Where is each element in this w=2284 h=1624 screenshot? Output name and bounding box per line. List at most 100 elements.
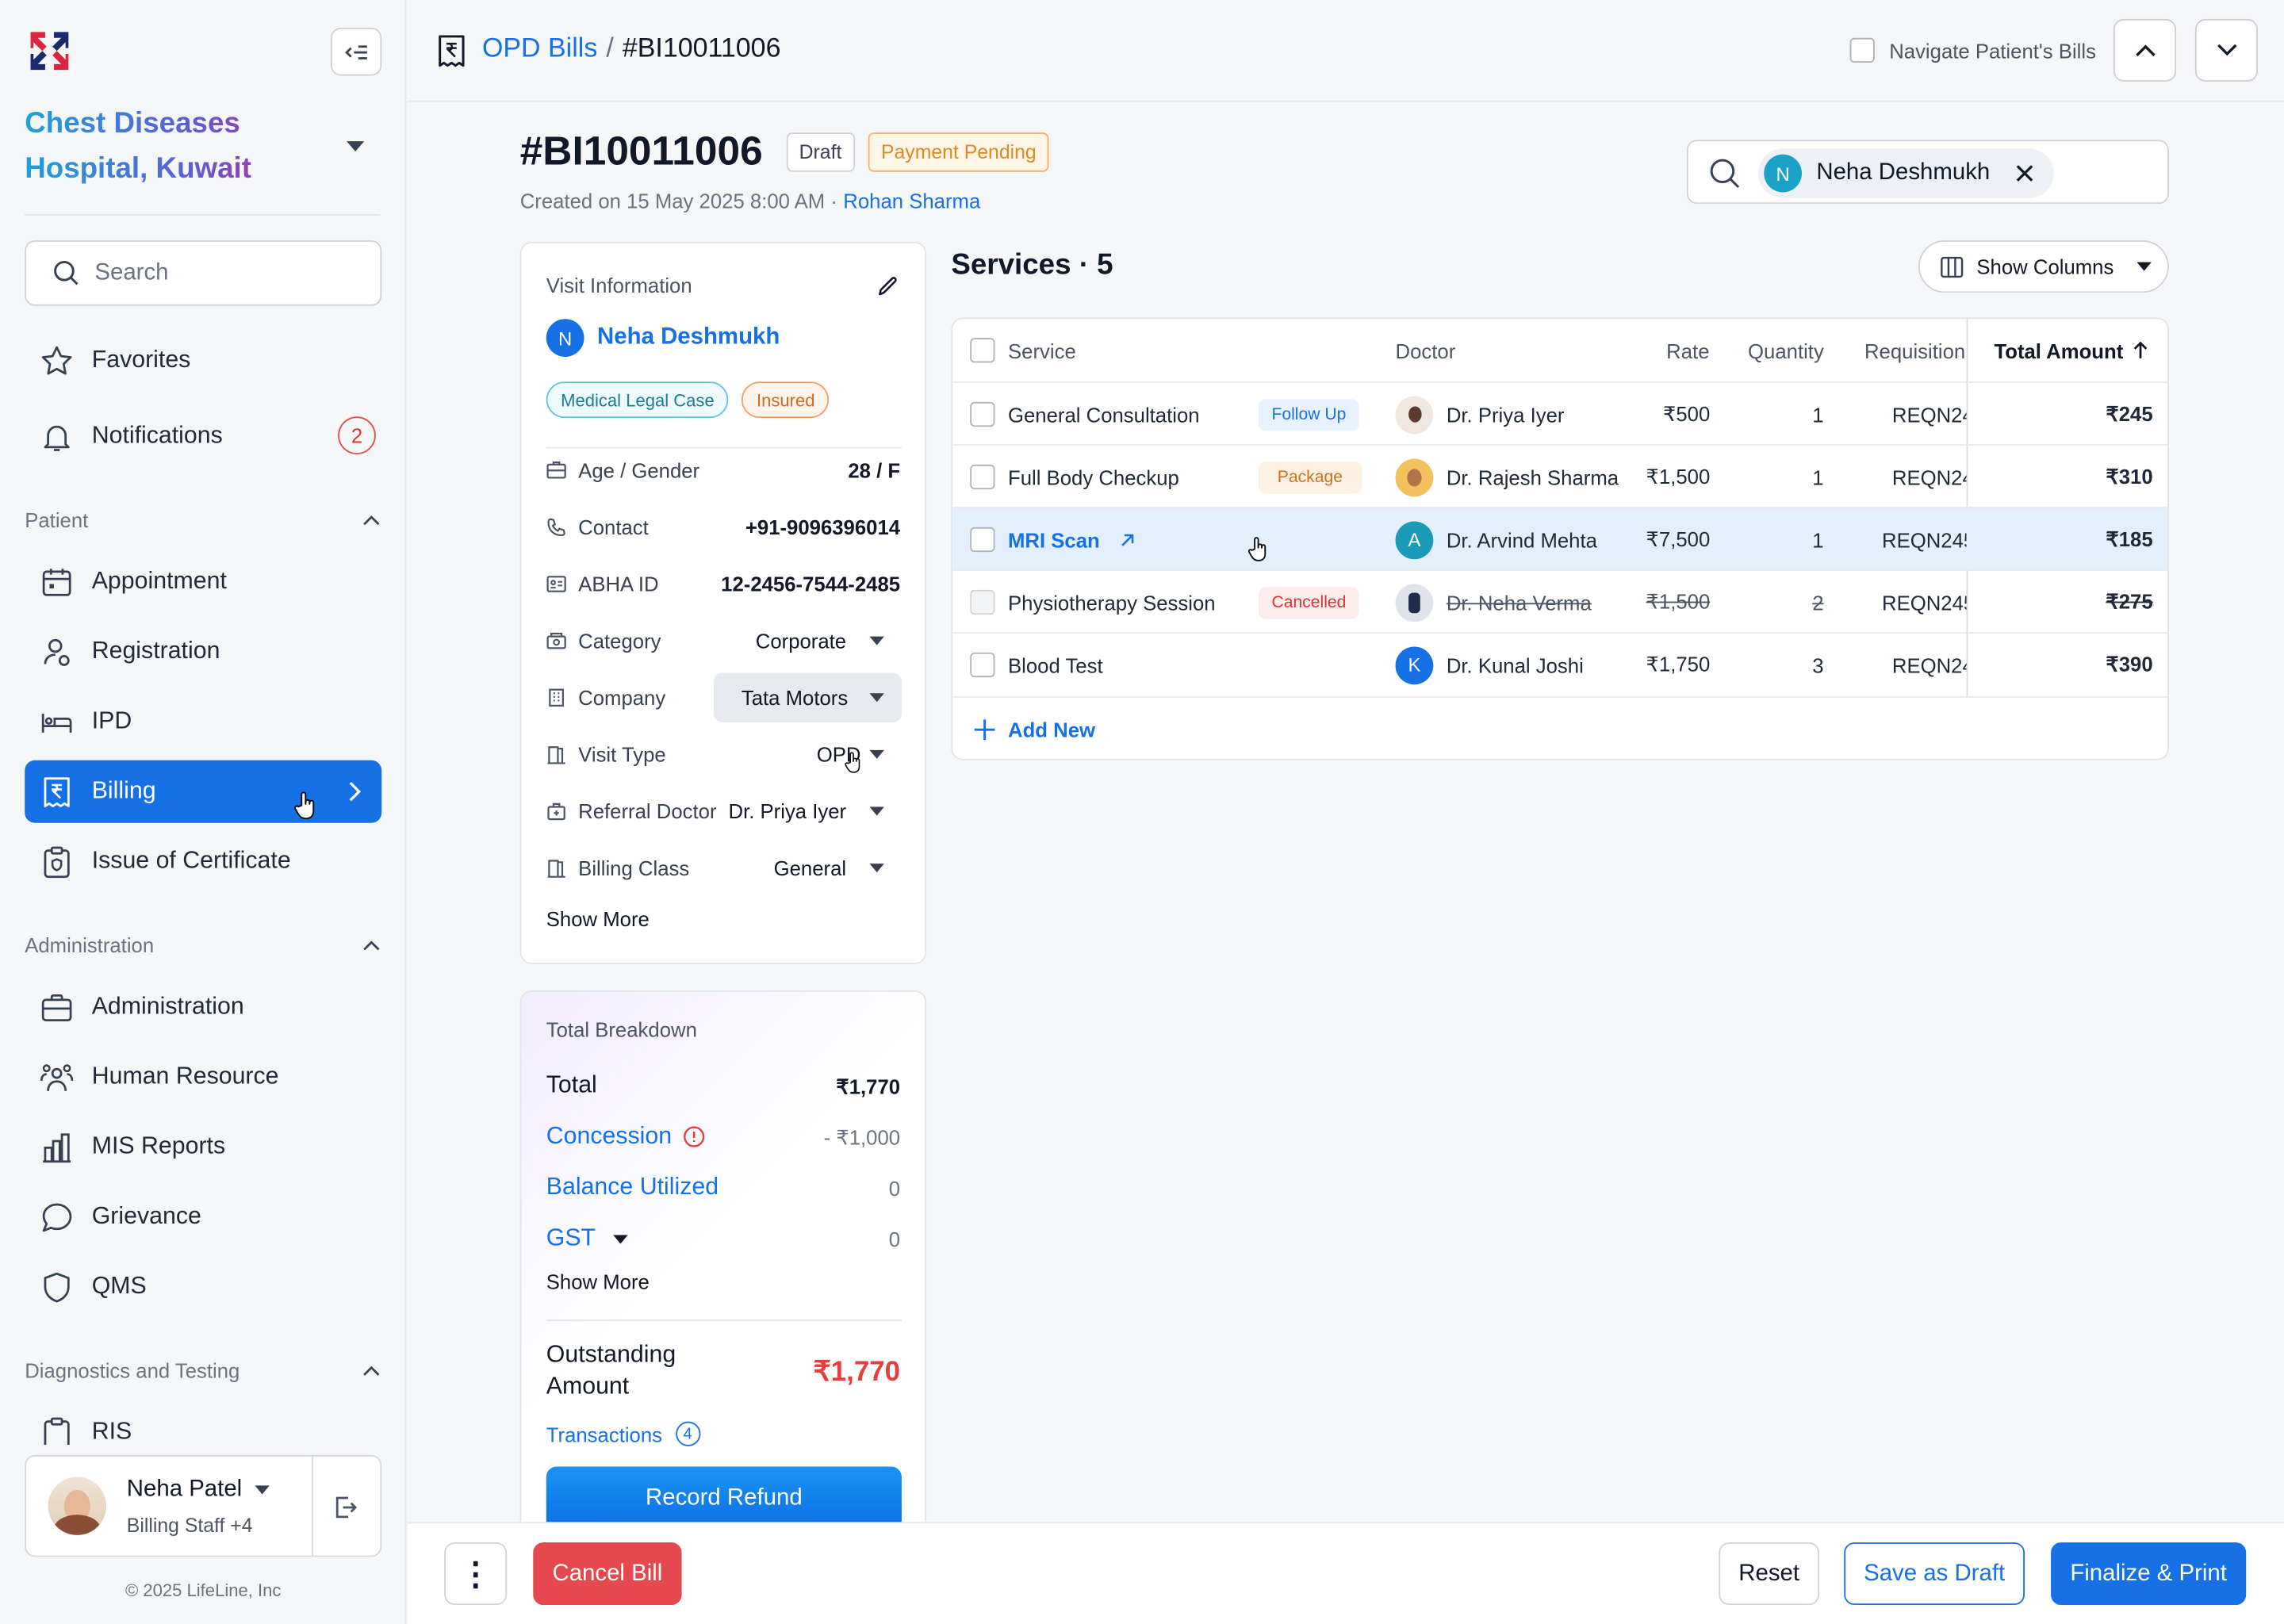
cancel-bill-button[interactable]: Cancel Bill bbox=[533, 1542, 682, 1606]
section-diagnostics[interactable]: Diagnostics and Testing bbox=[25, 1359, 380, 1382]
select-all-checkbox[interactable] bbox=[970, 338, 995, 363]
table-row[interactable]: Full Body Checkup Package Dr. Rajesh Sha… bbox=[952, 444, 2168, 508]
billing-class-select[interactable]: General bbox=[774, 856, 884, 879]
user-name-row[interactable]: Neha Patel bbox=[127, 1477, 270, 1503]
gst-dropdown[interactable]: GST bbox=[546, 1225, 628, 1253]
edit-pencil-icon[interactable] bbox=[877, 275, 899, 297]
chat-bubble-icon bbox=[42, 1202, 72, 1231]
service-name: Full Body Checkup bbox=[1007, 465, 1179, 489]
patient-chip[interactable]: N Neha Deshmukh bbox=[1757, 148, 2055, 198]
sidebar-item-qms[interactable]: QMS bbox=[25, 1255, 381, 1318]
billing-class-value: General bbox=[773, 856, 847, 880]
transactions-link[interactable]: Transactions 4 bbox=[546, 1421, 700, 1446]
requisition: REQN24 bbox=[1891, 653, 1967, 677]
created-by-link[interactable]: Rohan Sharma bbox=[843, 189, 981, 213]
columns-icon bbox=[1941, 255, 1964, 278]
col-quantity[interactable]: Quantity bbox=[1748, 339, 1824, 362]
add-new-button[interactable]: Add New bbox=[973, 698, 1095, 759]
rate: ₹500 bbox=[1663, 401, 1711, 426]
section-administration[interactable]: Administration bbox=[25, 933, 380, 957]
user-profile-card[interactable]: Neha Patel Billing Staff +4 bbox=[25, 1454, 382, 1557]
sidebar-item-registration[interactable]: Registration bbox=[25, 620, 381, 683]
sidebar-search[interactable]: Search bbox=[25, 240, 382, 306]
table-row[interactable]: Blood Test K Dr. Kunal Joshi ₹1,750 3 RE… bbox=[952, 632, 2168, 695]
visit-information-card: Visit Information N Neha Deshmukh Medica… bbox=[519, 241, 927, 964]
sidebar-item-label: Favorites bbox=[91, 347, 191, 373]
col-service[interactable]: Service bbox=[1007, 339, 1076, 362]
doctor-cell: Dr. Rajesh Sharma bbox=[1395, 446, 1619, 508]
patient-search[interactable]: N Neha Deshmukh bbox=[1686, 140, 2169, 205]
save-as-draft-button[interactable]: Save as Draft bbox=[1844, 1542, 2025, 1606]
reset-button[interactable]: Reset bbox=[1719, 1542, 1820, 1606]
col-total-amount[interactable]: Total Amount bbox=[1994, 319, 2148, 381]
balance-utilized-value: 0 bbox=[888, 1177, 901, 1201]
show-more-visit-button[interactable]: Show More bbox=[546, 907, 650, 931]
chevron-down-icon bbox=[869, 806, 884, 816]
breadcrumb-link-opd-bills[interactable]: OPD Bills bbox=[481, 32, 598, 63]
service-name: Blood Test bbox=[1007, 653, 1103, 677]
add-new-row: Add New bbox=[952, 695, 2168, 759]
category-select[interactable]: Corporate bbox=[756, 629, 884, 653]
col-requisition[interactable]: Requisition bbox=[1864, 339, 1966, 362]
plus-icon bbox=[974, 719, 995, 741]
building-icon bbox=[549, 688, 564, 707]
sidebar-item-mis-reports[interactable]: MIS Reports bbox=[25, 1116, 381, 1178]
quantity: 1 bbox=[1812, 402, 1824, 427]
sidebar-item-administration[interactable]: Administration bbox=[25, 976, 381, 1039]
field-label: Category bbox=[578, 629, 661, 653]
show-columns-button[interactable]: Show Columns bbox=[1918, 240, 2169, 293]
section-patient[interactable]: Patient bbox=[25, 508, 380, 531]
hand-cursor-icon bbox=[294, 791, 315, 820]
finalize-print-button[interactable]: Finalize & Print bbox=[2051, 1542, 2247, 1606]
table-row[interactable]: General Consultation Follow Up Dr. Priya… bbox=[952, 381, 2168, 444]
services-table: Service Doctor Rate Quantity Requisition… bbox=[951, 317, 2169, 760]
sidebar-item-issue-of-certificate[interactable]: Issue of Certificate bbox=[25, 830, 381, 893]
service-link[interactable]: MRI Scan bbox=[1008, 508, 1135, 571]
table-row[interactable]: MRI Scan A Dr. Arvind Mehta ₹7,500 1 REQ… bbox=[952, 507, 2168, 571]
next-bill-button[interactable] bbox=[2194, 18, 2258, 82]
contact-value: +91-9096396014 bbox=[745, 515, 901, 539]
sidebar-item-notifications[interactable]: Notifications 2 bbox=[25, 405, 381, 468]
previous-bill-button[interactable] bbox=[2113, 18, 2177, 82]
show-columns-label: Show Columns bbox=[1976, 255, 2114, 278]
show-more-breakdown-button[interactable]: Show More bbox=[546, 1270, 650, 1293]
collapse-sidebar-button[interactable] bbox=[330, 27, 382, 76]
more-options-button[interactable]: ⋮ bbox=[444, 1542, 508, 1606]
company-select[interactable]: Tata Motors bbox=[713, 672, 902, 723]
row-checkbox[interactable] bbox=[970, 401, 995, 427]
hospital-switch-caret-icon[interactable] bbox=[347, 141, 365, 152]
users-icon bbox=[40, 1063, 74, 1090]
gst-label: GST bbox=[546, 1224, 596, 1251]
record-refund-button[interactable]: Record Refund bbox=[546, 1466, 902, 1531]
navigate-bills-checkbox[interactable] bbox=[1849, 37, 1875, 63]
sidebar-item-appointment[interactable]: Appointment bbox=[25, 550, 381, 613]
sidebar-item-ris[interactable]: RIS bbox=[25, 1401, 381, 1446]
col-rate[interactable]: Rate bbox=[1666, 339, 1710, 362]
service-name: Physiotherapy Session bbox=[1007, 590, 1216, 615]
field-label: Age / Gender bbox=[578, 458, 700, 482]
visit-patient[interactable]: N Neha Deshmukh bbox=[546, 319, 780, 357]
concession-label: Concession bbox=[546, 1123, 673, 1150]
sidebar-item-ipd[interactable]: IPD bbox=[25, 691, 381, 753]
sidebar-item-favorites[interactable]: Favorites bbox=[25, 329, 381, 392]
row-checkbox[interactable] bbox=[970, 652, 995, 678]
requisition: REQN245 bbox=[1882, 590, 1967, 615]
sidebar-item-label: Appointment bbox=[91, 568, 227, 595]
hospital-name[interactable]: Chest Diseases Hospital, Kuwait bbox=[25, 102, 316, 193]
sidebar-item-billing[interactable]: Billing bbox=[25, 760, 382, 823]
row-checkbox[interactable] bbox=[970, 464, 995, 490]
id-card-icon bbox=[546, 462, 566, 479]
balance-utilized-link[interactable]: Balance Utilized bbox=[546, 1174, 719, 1201]
navigate-bills-toggle[interactable]: Navigate Patient's Bills bbox=[1849, 37, 2096, 63]
sidebar-item-human-resource[interactable]: Human Resource bbox=[25, 1046, 381, 1109]
door-icon bbox=[547, 746, 565, 764]
col-doctor[interactable]: Doctor bbox=[1395, 339, 1456, 362]
table-row[interactable]: Physiotherapy Session Cancelled Dr. Neha… bbox=[952, 569, 2168, 632]
referral-doctor-select[interactable]: Dr. Priya Iyer bbox=[729, 799, 884, 823]
logout-icon[interactable] bbox=[332, 1494, 358, 1520]
row-checkbox[interactable] bbox=[970, 527, 995, 553]
billing-class-label: Billing Class bbox=[546, 856, 689, 879]
sidebar-item-grievance[interactable]: Grievance bbox=[25, 1185, 381, 1248]
close-icon[interactable] bbox=[2016, 165, 2033, 182]
concession-link[interactable]: Concession bbox=[546, 1123, 706, 1151]
